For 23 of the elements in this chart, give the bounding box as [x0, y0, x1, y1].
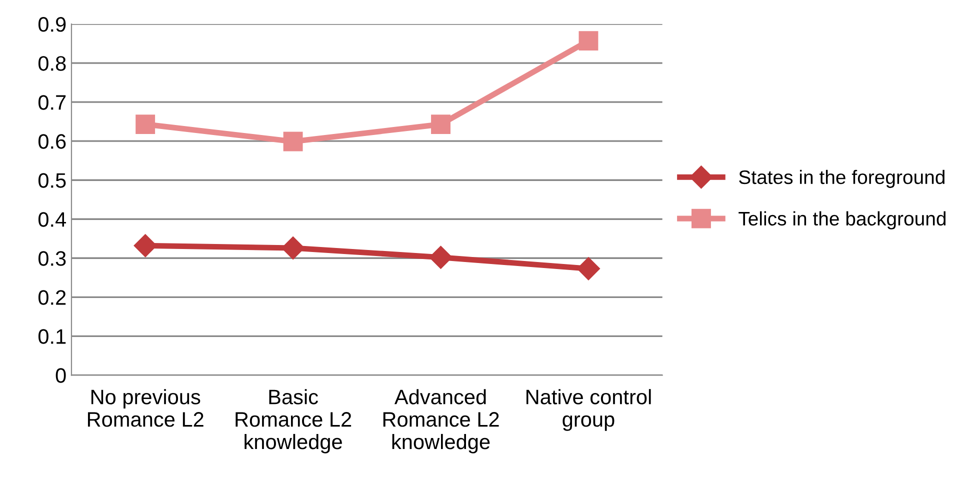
- y-tick-label: 0.4: [38, 212, 66, 227]
- legend-label: Telics in the background: [738, 211, 946, 230]
- y-tick-label: 0.9: [38, 17, 66, 32]
- legend-label: States in the foreground: [739, 170, 944, 188]
- x-tick-label: Native control group: [526, 389, 651, 431]
- y-tick-label: 0.7: [38, 95, 66, 110]
- point: [576, 257, 600, 280]
- y-tick-label: 0.3: [38, 251, 66, 266]
- point: [136, 114, 156, 134]
- point: [282, 236, 305, 260]
- x-tick-label: Basic Romance L2 knowledge: [236, 389, 352, 454]
- x-tick-label: No previous Romance L2: [88, 389, 204, 427]
- point: [429, 246, 452, 269]
- point: [283, 132, 303, 152]
- point: [578, 31, 598, 51]
- y-tick-label: 0.5: [38, 173, 66, 188]
- y-tick-label: 0.6: [38, 134, 66, 149]
- y-tick-label: 0: [56, 368, 66, 383]
- x-tick-label: Advanced Romance L2 knowledge: [383, 389, 499, 454]
- y-tick-label: 0.2: [38, 290, 66, 305]
- point: [431, 114, 450, 134]
- y-tick-label: 0.8: [38, 56, 66, 71]
- y-tick-label: 0.1: [38, 329, 66, 344]
